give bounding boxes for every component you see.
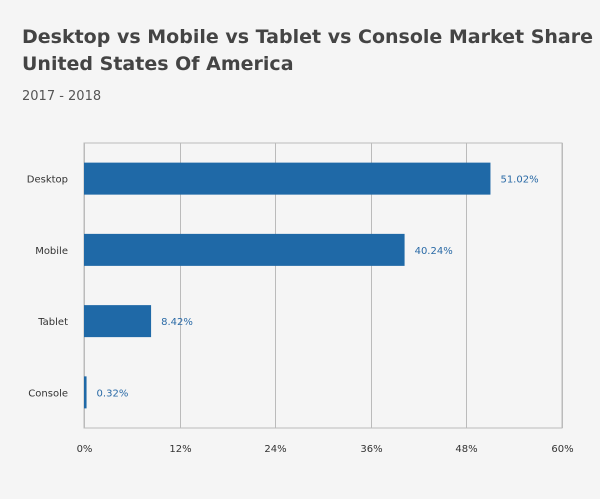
category-label: Desktop <box>27 175 68 186</box>
bar <box>84 162 491 195</box>
category-label: Tablet <box>37 317 68 328</box>
chart-title: Desktop vs Mobile vs Tablet vs Console M… <box>22 24 593 78</box>
chart-title-line1: Desktop vs Mobile vs Tablet vs Console M… <box>22 26 593 48</box>
chart-subtitle: 2017 - 2018 <box>22 89 102 104</box>
bar <box>84 233 405 266</box>
x-tick-label: 48% <box>455 444 477 455</box>
data-label: 51.02% <box>500 175 538 186</box>
x-tick-label: 60% <box>551 444 573 455</box>
category-label: Console <box>28 388 68 399</box>
x-tick-label: 24% <box>264 444 286 455</box>
bar <box>84 305 152 338</box>
x-tick-label: 36% <box>360 444 382 455</box>
chart-title-line2: United States Of America <box>22 53 294 75</box>
x-tick-label: 12% <box>169 444 191 455</box>
data-label: 0.32% <box>97 388 129 399</box>
data-label: 40.24% <box>415 246 453 257</box>
x-tick-label: 0% <box>77 444 93 455</box>
bar <box>84 376 87 409</box>
category-label: Mobile <box>35 246 68 257</box>
data-label: 8.42% <box>161 317 193 328</box>
